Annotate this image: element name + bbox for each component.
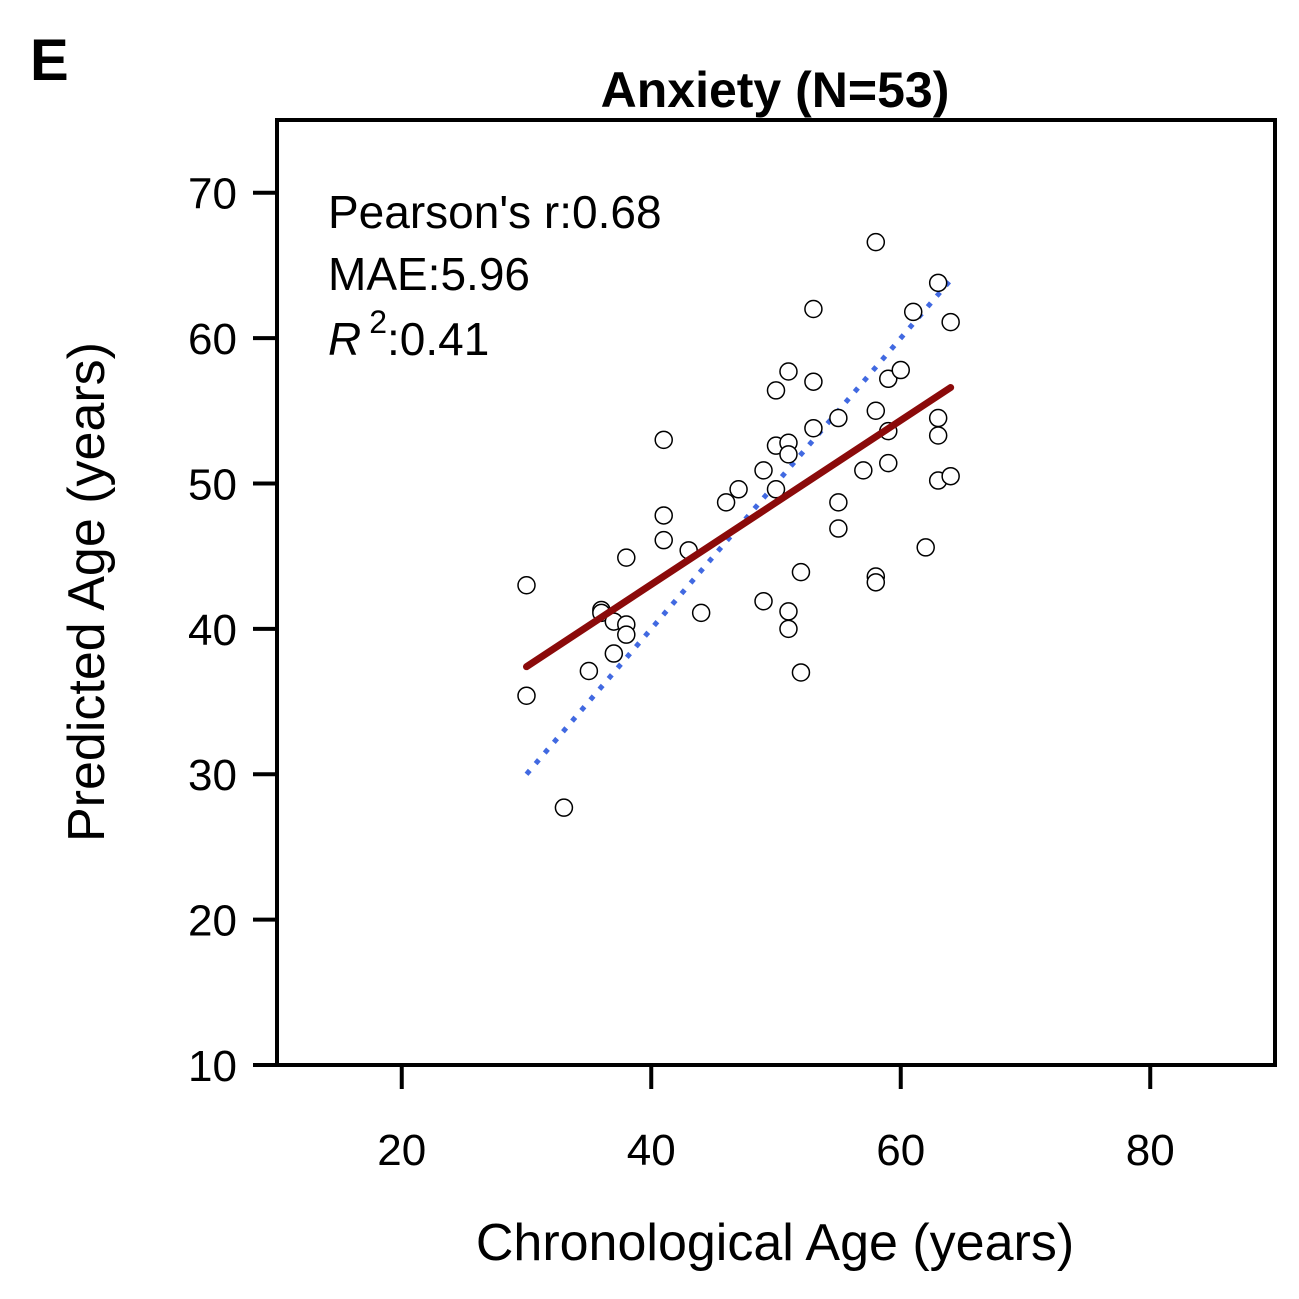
data-point-3 [579,661,599,681]
data-point-37 [866,232,886,252]
x-tick-label-40: 40 [627,1126,676,1175]
r2-exponent: 2 [369,304,387,340]
data-point-47 [928,273,948,293]
data-point-32 [804,418,823,438]
data-point-10 [617,548,636,567]
data-point-23 [779,362,798,381]
r2-symbol: R [328,313,361,365]
data-point-41 [879,369,898,389]
plot-frame [275,118,1277,1067]
pearson-annotation: Pearson's r:0.68 [328,186,662,238]
data-point-9 [617,625,636,644]
data-point-48 [928,408,948,428]
data-point-43 [879,453,898,473]
data-point-17 [729,480,748,499]
data-point-0 [517,575,536,595]
data-point-29 [791,663,811,682]
r2-annotation: R 2:0.41 [328,304,489,365]
regression-line [523,384,955,671]
data-point-33 [829,408,848,428]
data-point-11 [654,430,673,450]
y-axis-title: Predicted Age (years) [58,342,116,842]
data-point-13 [654,530,673,550]
data-point-25 [779,445,798,464]
data-point-12 [654,506,673,525]
data-point-22 [766,381,786,400]
data-point-21 [766,480,786,499]
data-point-40 [866,573,886,592]
data-point-15 [691,603,711,623]
y-tick-label-30: 30 [188,751,237,800]
data-point-19 [754,591,773,611]
data-point-28 [791,562,811,582]
data-point-1 [517,686,536,705]
data-point-34 [829,493,848,512]
y-tick-label-70: 70 [188,170,237,219]
data-point-7 [604,644,624,663]
data-point-26 [779,602,798,621]
x-tick-label-80: 80 [1126,1126,1175,1175]
data-point-46 [916,538,935,557]
data-point-16 [716,493,736,512]
data-point-35 [829,519,848,538]
data-point-36 [854,461,873,480]
x-tick-label-60: 60 [876,1126,925,1175]
data-point-51 [941,312,960,332]
x-tick-label-20: 20 [377,1126,426,1175]
data-point-44 [891,360,910,380]
data-point-18 [754,461,773,480]
y-tick-label-20: 20 [188,897,237,946]
data-point-31 [804,372,823,391]
data-point-2 [554,798,574,817]
data-point-52 [941,466,960,486]
data-point-27 [779,619,798,639]
y-tick-label-50: 50 [188,460,237,509]
data-point-38 [866,401,886,421]
y-tick-label-10: 10 [188,1042,237,1091]
data-point-30 [804,299,823,319]
x-axis-title: Chronological Age (years) [476,1214,1074,1272]
mae-annotation: MAE:5.96 [328,248,530,300]
r2-value: :0.41 [387,313,489,365]
chart-title: Anxiety (N=53) [601,62,950,118]
axes: 20 40 60 80 10 20 30 40 50 60 70 [188,118,1277,1175]
y-tick-label-60: 60 [188,315,237,364]
plot-marks [517,232,960,817]
data-point-49 [928,426,948,445]
stats-annotation: Pearson's r:0.68 MAE:5.96 R 2:0.41 [328,186,662,365]
data-point-45 [903,302,923,322]
panel-label: E [30,28,69,93]
y-tick-label-40: 40 [188,606,237,655]
